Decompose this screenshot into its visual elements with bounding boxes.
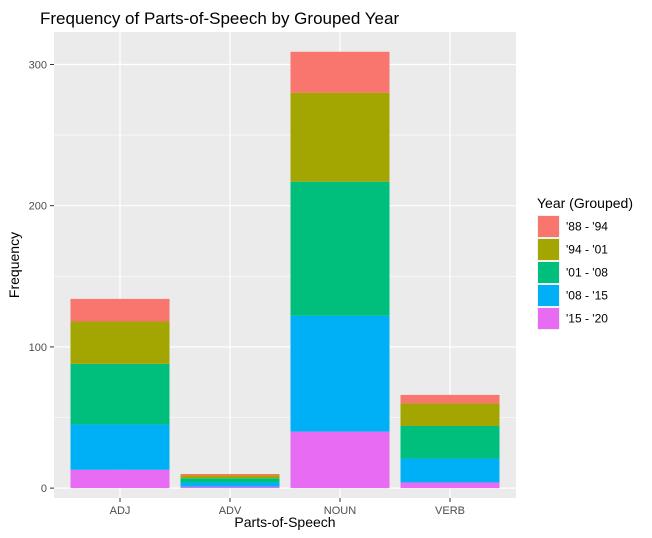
bar-segment [400,394,500,404]
y-axis-title: Frequency [6,232,22,298]
bar-segment [70,321,170,364]
bar-segment [290,431,390,489]
bar-segment [70,298,170,322]
bar-segment [400,425,500,459]
x-tick-label: NOUN [324,505,356,517]
legend-key-swatch [538,285,559,306]
legend-key-swatch [538,239,559,260]
legend-label: '08 - '15 [566,289,608,303]
bar-segment [180,486,280,489]
legend-label: '88 - '94 [566,220,608,234]
legend-label: '94 - '01 [566,243,608,257]
legend-key-swatch [538,308,559,329]
x-tick-label: VERB [435,505,465,517]
bar-segment [290,181,390,316]
legend-label: '15 - '20 [566,312,608,326]
y-axis: 0 100 200 300 [29,59,54,495]
y-tick-label: 200 [29,201,47,213]
legend-key-swatch [538,262,559,283]
bars [70,51,500,489]
x-axis-title: Parts-of-Speech [234,514,335,530]
x-axis: ADJ ADV NOUN VERB [110,498,465,517]
bar-segment [290,315,390,432]
legend-label: '01 - '08 [566,266,608,280]
chart-title: Frequency of Parts-of-Speech by Grouped … [40,9,399,28]
legend-title: Year (Grouped) [537,195,633,211]
y-tick-label: 300 [29,59,47,71]
bar-segment [180,473,280,476]
legend-key-swatch [538,216,559,237]
bar-segment [400,458,500,483]
y-tick-label: 100 [29,342,47,354]
x-tick-label: ADV [219,505,242,517]
bar-segment [290,51,390,93]
bar-segment [400,403,500,426]
bar-segment [180,475,280,479]
bar-segment [290,92,390,182]
legend: Year (Grouped) '88 - '94 '94 - '01 '01 - '… [537,195,633,330]
bar-segment [70,424,170,470]
y-tick-label: 0 [41,483,47,495]
bar-segment [70,363,170,425]
x-tick-label: ADJ [110,505,131,517]
bar-segment [180,478,280,483]
bar-segment [400,482,500,489]
bar-segment [70,469,170,489]
bar-segment [180,482,280,487]
